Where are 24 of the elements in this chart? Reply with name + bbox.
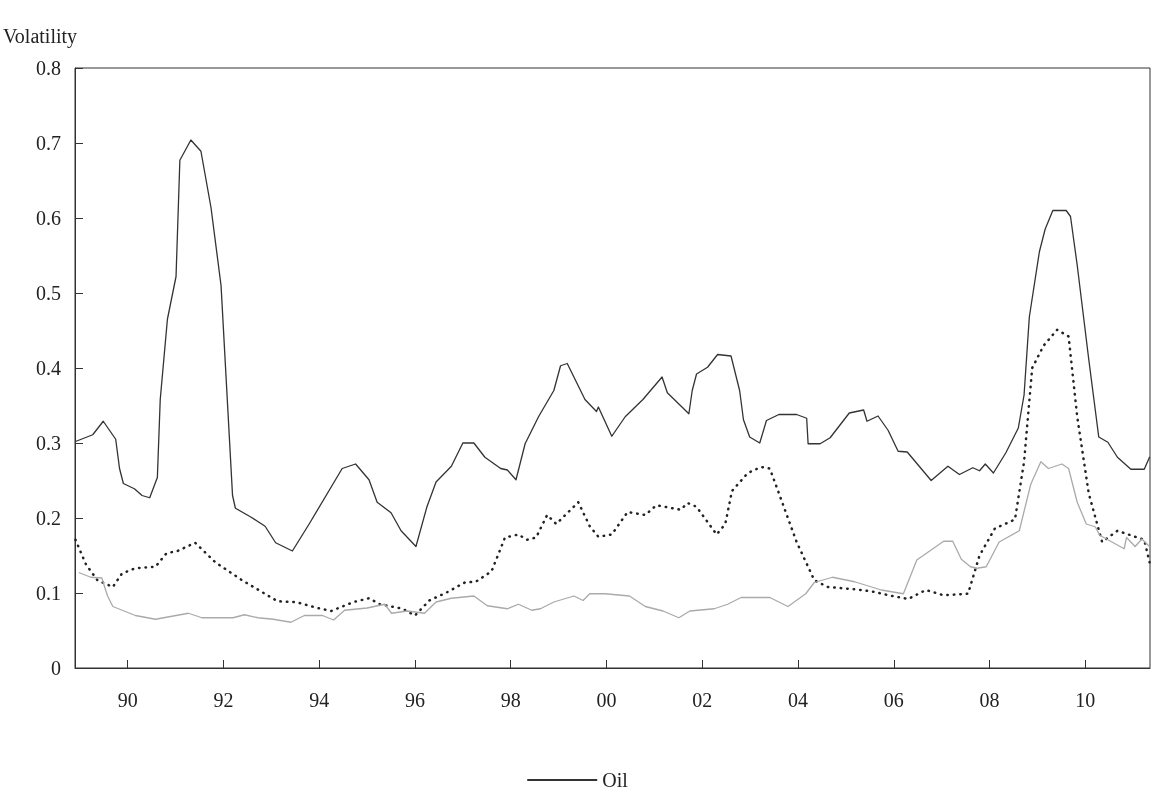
x-tick-label: 02 (692, 689, 713, 711)
y-tick-label: 0.3 (36, 432, 61, 454)
x-tick-label: 98 (500, 689, 521, 711)
y-axis-title: Volatility (3, 25, 78, 48)
y-tick-label: 0.5 (36, 282, 61, 304)
x-tick-label: 00 (596, 689, 617, 711)
x-tick-label: 10 (1075, 689, 1096, 711)
x-tick-label: 96 (404, 689, 425, 711)
y-tick-label: 0.4 (36, 357, 61, 379)
x-tick-label: 90 (117, 689, 138, 711)
y-tick-label: 0.8 (36, 57, 61, 79)
y-tick-label: 0.1 (36, 582, 61, 604)
x-tick-label: 08 (979, 689, 1000, 711)
legend-label: Oil (602, 769, 629, 791)
x-tick-label: 92 (213, 689, 234, 711)
y-tick-label: 0.2 (36, 507, 61, 529)
y-tick-label: 0 (51, 657, 61, 679)
line-series (74, 328, 1151, 617)
x-tick-label: 06 (883, 689, 904, 711)
x-tick-label: 94 (309, 689, 330, 711)
line-series (78, 461, 1151, 623)
y-tick-label: 0.7 (36, 132, 61, 154)
y-tick-label: 0.6 (36, 207, 61, 229)
x-tick-label: 04 (788, 689, 809, 711)
